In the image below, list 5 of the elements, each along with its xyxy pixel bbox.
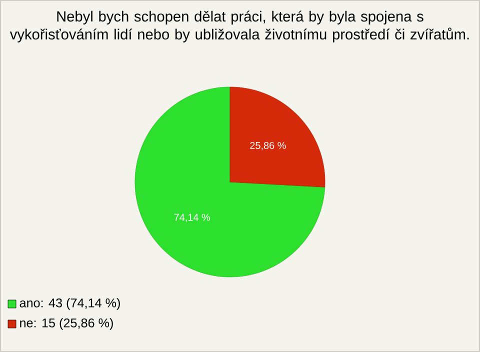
legend-label: ne: 15 (25,86 %) <box>20 318 113 330</box>
legend-label: ano: 43 (74,14 %) <box>20 298 120 310</box>
data-label: 74,14 % <box>174 214 210 222</box>
chart-title: Nebyl bych schopen dělat práci, která by byla spojena s vykořisťováním lidí nebo by ubližovala životnímu prostředí či zvířatům. <box>10 10 469 42</box>
data-label: 25,86 % <box>250 142 286 150</box>
